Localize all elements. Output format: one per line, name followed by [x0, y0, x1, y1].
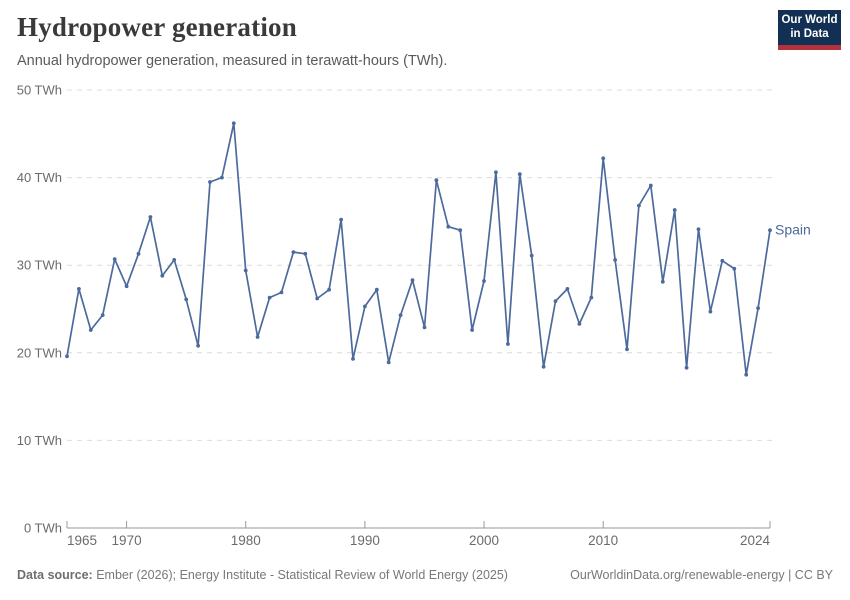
data-points[interactable]: [65, 121, 772, 377]
svg-text:1965: 1965: [67, 533, 97, 548]
chart-subtitle: Annual hydropower generation, measured i…: [17, 53, 448, 69]
y-gridlines: [67, 89, 775, 441]
svg-text:2024: 2024: [740, 533, 771, 548]
svg-text:1970: 1970: [112, 533, 142, 548]
series-label-spain[interactable]: Spain: [775, 222, 811, 238]
svg-text:1990: 1990: [350, 533, 380, 548]
svg-text:1980: 1980: [231, 533, 261, 548]
x-axis: [66, 521, 771, 529]
owid-logo[interactable]: Our World in Data: [778, 10, 841, 50]
chart-footer: Data source: Ember (2026); Energy Instit…: [17, 565, 833, 585]
svg-text:20 TWh: 20 TWh: [17, 345, 62, 360]
data-line[interactable]: [66, 122, 771, 376]
data-source-note: Data source: Ember (2026); Energy Instit…: [17, 565, 508, 585]
data-source-text: Ember (2026); Energy Institute - Statist…: [96, 568, 508, 582]
svg-text:40 TWh: 40 TWh: [17, 170, 62, 185]
svg-text:30 TWh: 30 TWh: [17, 258, 62, 273]
svg-text:0 TWh: 0 TWh: [24, 521, 62, 536]
svg-text:50 TWh: 50 TWh: [17, 83, 62, 98]
x-axis-labels: 1965 1970 1980 1990 2000 2010 2024: [67, 533, 770, 548]
page-title: Hydropower generation: [17, 12, 297, 42]
y-axis-labels: 0 TWh 10 TWh 20 TWh 30 TWh 40 TWh 50 TWh: [17, 83, 62, 536]
svg-text:2000: 2000: [469, 533, 499, 548]
owid-logo-line2: in Data: [790, 27, 829, 40]
owid-url-license[interactable]: OurWorldinData.org/renewable-energy | CC…: [570, 568, 833, 582]
svg-text:10 TWh: 10 TWh: [17, 433, 62, 448]
svg-text:2010: 2010: [588, 533, 618, 548]
owid-logo-line1: Our World: [781, 13, 838, 26]
data-source-label: Data source:: [17, 568, 93, 582]
